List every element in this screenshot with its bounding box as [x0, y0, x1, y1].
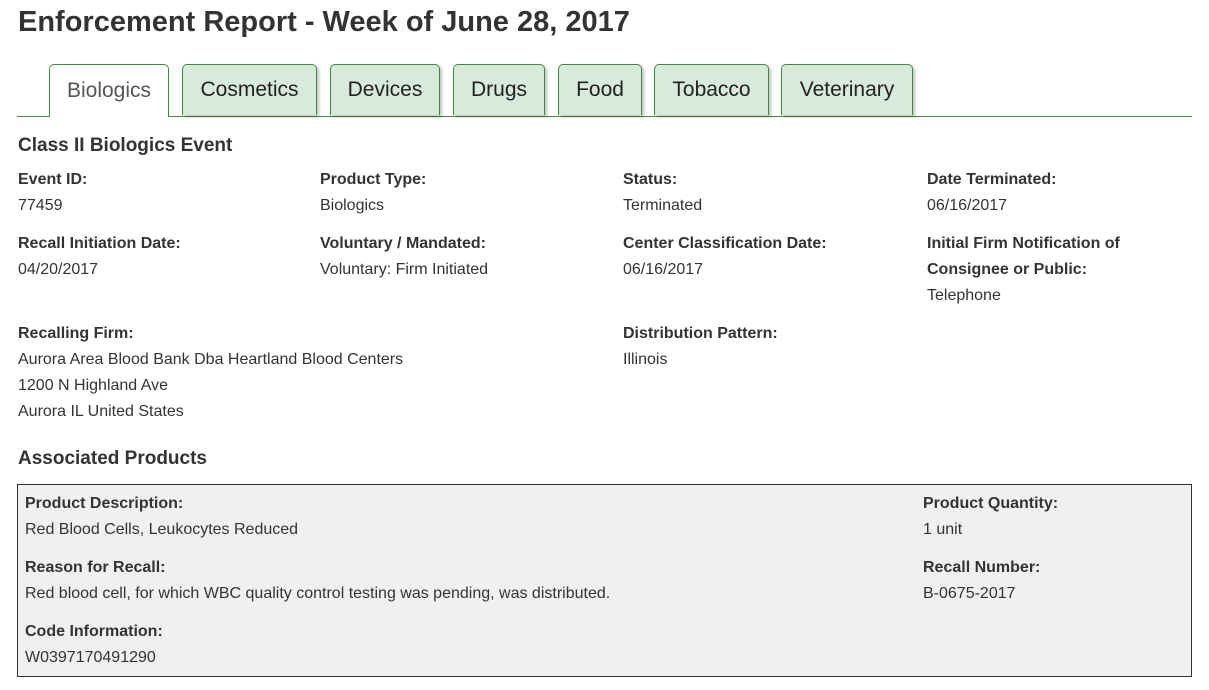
center-classification-field: Center Classification Date: 06/16/2017: [623, 231, 827, 283]
product-description-field: Product Description: Red Blood Cells, Leu…: [25, 491, 298, 543]
tab-drugs[interactable]: Drugs: [453, 64, 545, 115]
label: Code Information:: [25, 623, 163, 640]
label: Recall Number:: [923, 559, 1041, 576]
value: Aurora IL United States: [18, 403, 184, 420]
tab-biologics[interactable]: Biologics: [49, 64, 169, 117]
value: 04/20/2017: [18, 261, 99, 278]
value: Illinois: [623, 351, 668, 368]
label: Event ID:: [18, 171, 88, 188]
value: B-0675-2017: [923, 585, 1016, 602]
label: Reason for Recall:: [25, 559, 166, 576]
label: Date Terminated:: [927, 171, 1057, 188]
value: Terminated: [623, 197, 703, 214]
value: 06/16/2017: [623, 261, 704, 278]
label: Product Type:: [320, 171, 427, 188]
recall-initiation-field: Recall Initiation Date: 04/20/2017: [18, 231, 181, 283]
initial-notification-field: Initial Firm Notification of Consignee or…: [927, 231, 1120, 309]
value: Red blood cell, for which WBC quality co…: [25, 585, 611, 602]
label: Consignee or Public:: [927, 261, 1088, 278]
page-title: Enforcement Report - Week of June 28, 20…: [18, 6, 630, 38]
date-terminated-field: Date Terminated: 06/16/2017: [927, 167, 1057, 219]
label: Recall Initiation Date:: [18, 235, 181, 252]
value: W0397170491290: [25, 649, 156, 666]
code-field: Code Information: W0397170491290: [25, 619, 163, 671]
products-heading: Associated Products: [18, 448, 207, 469]
tab-veterinary[interactable]: Veterinary: [781, 64, 913, 115]
status-field: Status: Terminated: [623, 167, 702, 219]
tab-food[interactable]: Food: [558, 64, 642, 115]
event-heading: Class II Biologics Event: [18, 135, 233, 156]
label: Recalling Firm:: [18, 325, 134, 342]
value: Biologics: [320, 197, 385, 214]
tab-tobacco[interactable]: Tobacco: [654, 64, 769, 115]
product-type-field: Product Type: Biologics: [320, 167, 426, 219]
value: 77459: [18, 197, 63, 214]
tab-cosmetics[interactable]: Cosmetics: [182, 64, 317, 115]
value: Telephone: [927, 287, 1001, 304]
tab-devices[interactable]: Devices: [330, 64, 440, 115]
value: Aurora Area Blood Bank Dba Heartland Blo…: [18, 351, 404, 368]
category-tabs: Biologics Cosmetics Devices Drugs Food T…: [17, 64, 1192, 117]
value: 1 unit: [923, 521, 963, 538]
label: Initial Firm Notification of: [927, 235, 1120, 252]
product-box: Product Description: Red Blood Cells, Leu…: [17, 484, 1192, 677]
recall-number-field: Recall Number: B-0675-2017: [923, 555, 1040, 607]
label: Product Description:: [25, 495, 184, 512]
label: Product Quantity:: [923, 495, 1059, 512]
value: 1200 N Highland Ave: [18, 377, 169, 394]
label: Center Classification Date:: [623, 235, 827, 252]
quantity-field: Product Quantity: 1 unit: [923, 491, 1058, 543]
value: Voluntary: Firm Initiated: [320, 261, 489, 278]
event-id-field: Event ID: 77459: [18, 167, 87, 219]
label: Voluntary / Mandated:: [320, 235, 486, 252]
label: Status:: [623, 171, 678, 188]
distribution-field: Distribution Pattern: Illinois: [623, 321, 778, 373]
recalling-firm-field: Recalling Firm: Aurora Area Blood Bank Db…: [18, 321, 403, 425]
reason-field: Reason for Recall: Red blood cell, for wh…: [25, 555, 610, 607]
value: 06/16/2017: [927, 197, 1008, 214]
label: Distribution Pattern:: [623, 325, 778, 342]
voluntary-field: Voluntary / Mandated: Voluntary: Firm Ini…: [320, 231, 488, 283]
value: Red Blood Cells, Leukocytes Reduced: [25, 521, 299, 538]
